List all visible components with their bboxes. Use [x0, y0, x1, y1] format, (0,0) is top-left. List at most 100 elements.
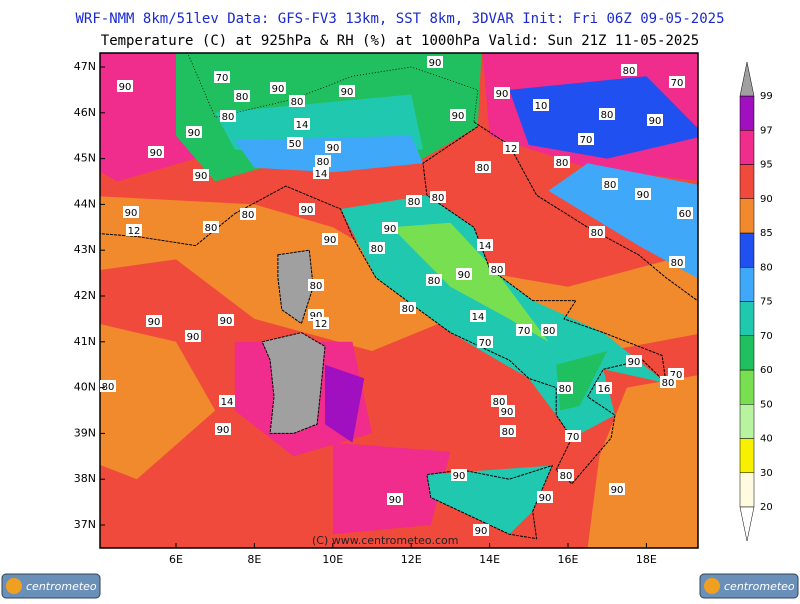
- contour-label-box: [450, 109, 466, 121]
- contour-label-box: [427, 56, 443, 68]
- contour-label-box: [430, 191, 446, 203]
- contour-label: 10: [535, 101, 548, 112]
- colorbar-segment: [739, 335, 755, 371]
- contour-label-box: [537, 491, 553, 503]
- contour-label: 80: [671, 258, 684, 269]
- contour-label-box: [558, 469, 574, 481]
- logo-text: centrometeo: [724, 580, 795, 593]
- contour-label: 90: [501, 407, 514, 418]
- contour-label: 80: [493, 397, 506, 408]
- contour-label-box: [491, 395, 507, 407]
- contour-label: 14: [472, 312, 485, 323]
- contour-label: 12: [505, 144, 518, 155]
- field-patch: [587, 375, 698, 548]
- coastline: [234, 126, 667, 485]
- colorbar-segment: [739, 404, 755, 439]
- contour-label-box: [426, 274, 442, 286]
- contour-label: 90: [458, 270, 471, 281]
- colorbar-segment: [739, 164, 755, 199]
- contour-label: 90: [217, 425, 230, 436]
- contour-label: 80: [317, 157, 330, 168]
- contour-label-box: [596, 382, 612, 394]
- contour-label-box: [477, 239, 493, 251]
- lat-label: 46N: [74, 106, 96, 119]
- contour-label-box: [621, 64, 637, 76]
- contour-label-box: [473, 524, 489, 536]
- contour-label: 70: [216, 73, 229, 84]
- contour-label-box: [325, 141, 341, 153]
- contour-label: 16: [598, 384, 611, 395]
- contour-label-box: [369, 242, 385, 254]
- contour-label: 70: [518, 326, 531, 337]
- header-line1: WRF-NMM 8km/51lev Data: GFS-FV3 13km, SS…: [75, 11, 724, 27]
- colorbar-label: 85: [760, 228, 773, 239]
- contour-label: 80: [559, 384, 572, 395]
- contour-label: 90: [272, 84, 285, 95]
- contour-label-box: [635, 188, 651, 200]
- contour-label-box: [289, 95, 305, 107]
- contour-label-box: [218, 314, 234, 326]
- logo-right: centrometeo: [699, 573, 799, 599]
- lat-label: 47N: [74, 60, 96, 73]
- contour-label: 90: [188, 128, 201, 139]
- lon-label: 6E: [169, 553, 183, 566]
- contour-label: 90: [475, 526, 488, 537]
- contour-label: 90: [611, 485, 624, 496]
- colorbar-label: 80: [760, 262, 773, 273]
- contour-label-box: [669, 256, 685, 268]
- contour-label-box: [477, 336, 493, 348]
- field-patch: [332, 442, 451, 535]
- lat-label: 44N: [74, 197, 96, 210]
- contour-label: 80: [556, 158, 569, 169]
- contour-label: 90: [539, 493, 552, 504]
- contour-label-box: [313, 317, 329, 329]
- contour-label: 90: [341, 87, 354, 98]
- map-field: [100, 53, 698, 548]
- lon-label: 16E: [558, 553, 579, 566]
- contour-label: 80: [205, 223, 218, 234]
- contour-label: 80: [601, 110, 614, 121]
- map-frame: [99, 52, 699, 549]
- axes: 47N 46N 45N 44N 43N 42N 41N 40N 39N 38N 37N 6E 8E 10E…: [74, 60, 657, 566]
- lat-label: 42N: [74, 289, 96, 302]
- colorbar-segment: [739, 369, 755, 405]
- contour-label: 90: [324, 235, 337, 246]
- contour-label-box: [489, 263, 505, 275]
- colorbar-bottom-arrow: [739, 506, 755, 542]
- contour-label-box: [503, 142, 519, 154]
- contour-label: 80: [623, 66, 636, 77]
- colorbar-top-arrow: [739, 61, 755, 97]
- coastline: [100, 213, 236, 247]
- contour-label: 90: [187, 332, 200, 343]
- contour-label-box: [126, 224, 142, 236]
- field-patch: [489, 252, 698, 351]
- contour-label-box: [516, 324, 532, 336]
- contour-label-box: [647, 114, 663, 126]
- contour-label: 80: [102, 382, 115, 393]
- contour-label-box: [470, 310, 486, 322]
- contour-label: 90: [384, 224, 397, 235]
- contour-label: 90: [496, 89, 509, 100]
- contour-label-box: [660, 376, 676, 388]
- contour-label-box: [500, 425, 516, 437]
- contour-label-box: [287, 137, 303, 149]
- contour-label: 90: [148, 317, 161, 328]
- contour-label: 80: [477, 163, 490, 174]
- contour-label: 90: [301, 205, 314, 216]
- contour-label: 70: [567, 432, 580, 443]
- contour-label: 70: [670, 370, 683, 381]
- contour-label: 80: [310, 281, 323, 292]
- logo-text: centrometeo: [26, 580, 97, 593]
- contour-label-box: [677, 207, 693, 219]
- contour-label-box: [541, 324, 557, 336]
- contour-label: 80: [222, 112, 235, 123]
- field-patch: [548, 163, 698, 279]
- contour-label-box: [240, 208, 256, 220]
- colorbar-label: 99: [760, 91, 773, 102]
- contour-label-box: [308, 279, 324, 291]
- contour-label: 90: [310, 311, 323, 322]
- contour-label: 70: [671, 78, 684, 89]
- logo-icon: [6, 578, 22, 594]
- contour-label-box: [148, 146, 164, 158]
